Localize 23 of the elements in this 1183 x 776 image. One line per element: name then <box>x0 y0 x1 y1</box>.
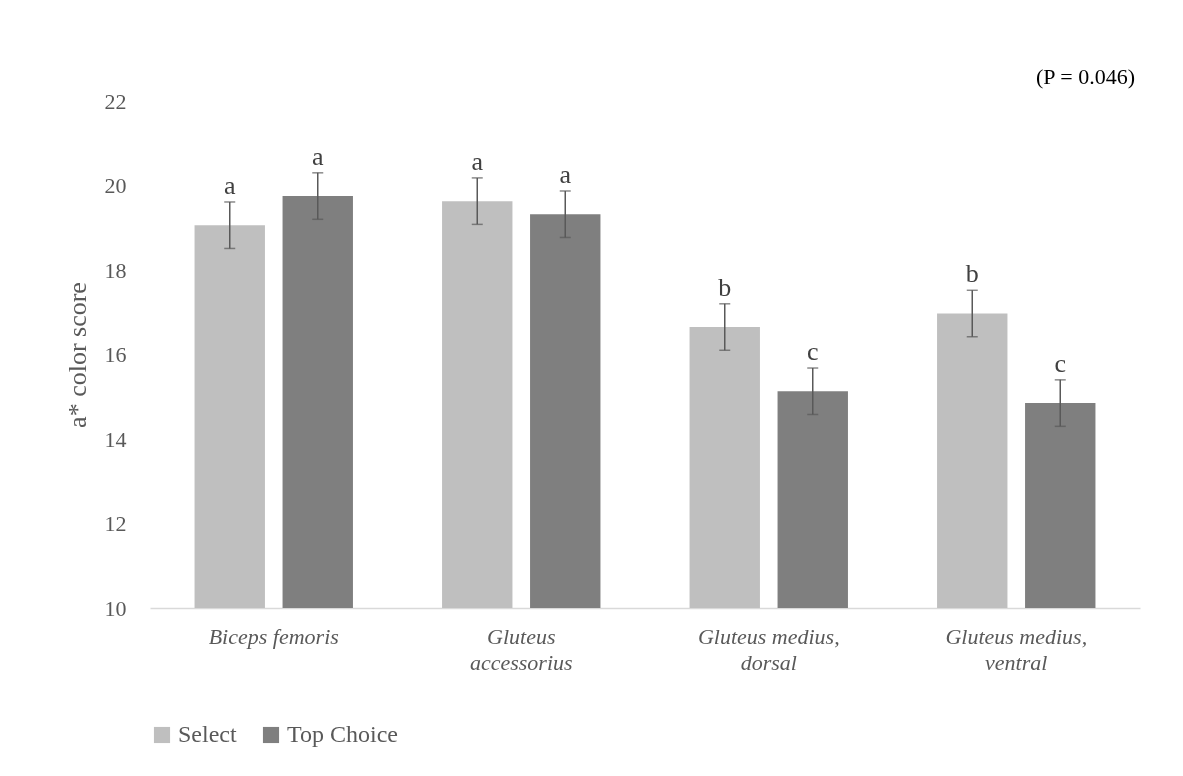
y-tick-label: 12 <box>104 511 127 536</box>
annotation: c <box>1054 348 1067 378</box>
y-tick-label: 20 <box>104 173 127 198</box>
annotation: a <box>311 141 324 171</box>
annotation: b <box>965 259 979 289</box>
y-tick-label: 18 <box>104 257 127 283</box>
annotation: a <box>559 159 572 189</box>
annotation: a <box>223 170 236 200</box>
y-tick-label: 16 <box>104 342 127 367</box>
annotation: c <box>806 337 819 367</box>
legend-label: Top Choice <box>287 721 398 747</box>
y-tick-label: 14 <box>104 426 127 452</box>
x-tick-label: Biceps femoris <box>208 623 339 649</box>
x-tick-label: Gluteus medius, ventral <box>945 623 1088 675</box>
x-tick-label: Gluteus medius, dorsal <box>697 623 840 675</box>
y-tick-label: 10 <box>104 595 127 621</box>
y-axis-title: a* color score <box>62 282 92 428</box>
legend-label: Select <box>178 721 237 747</box>
text: (P = 0.046) <box>1036 64 1135 89</box>
annotation: b <box>718 272 732 302</box>
x-tick-label: Gluteus accessorius <box>469 623 573 675</box>
annotation: a <box>471 146 484 176</box>
y-tick-label: 22 <box>104 88 127 114</box>
